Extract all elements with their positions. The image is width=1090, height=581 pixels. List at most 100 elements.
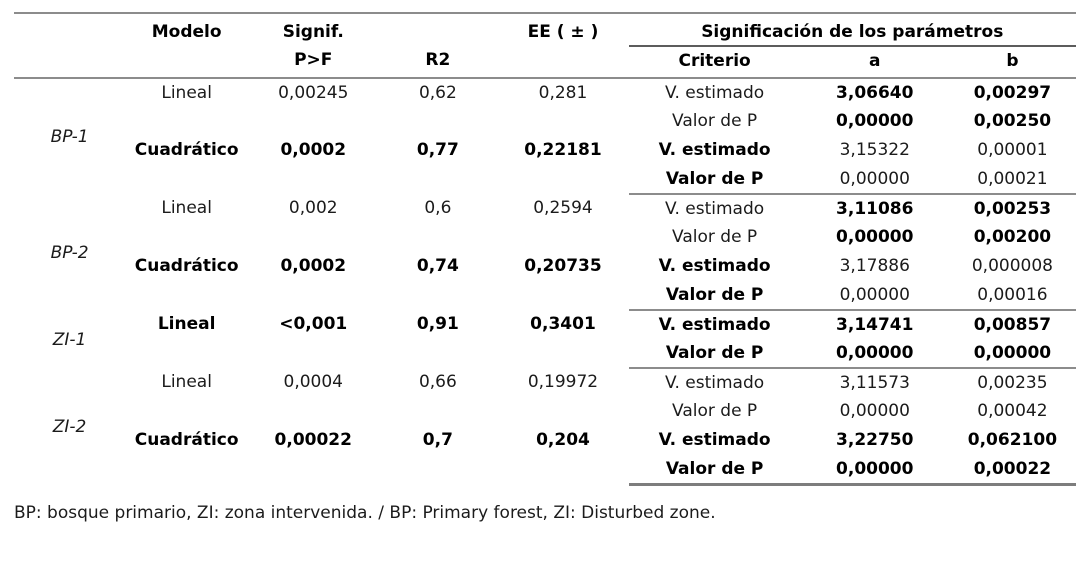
param-a-cell: 3,11573 <box>839 373 910 393</box>
regression-parameters-table: Modelo Signif. EE ( ± ) Significación de… <box>14 12 1076 486</box>
criterio-cell: V. estimado <box>665 373 765 393</box>
header-significacion-group: Significación de los parámetros <box>628 13 1076 47</box>
ee-cell: 0,2594 <box>533 198 593 218</box>
header-r2: R2 <box>378 46 498 79</box>
header-criterio: Criterio <box>628 46 801 79</box>
header-empty-group2 <box>14 46 126 79</box>
signif-pf-cell: 0,00022 <box>274 430 352 450</box>
r2-cell: 0,91 <box>416 314 459 334</box>
r2-cell: 0,77 <box>416 140 459 160</box>
modelo-cell: Cuadrático <box>134 256 239 276</box>
header-signif-line1: Signif. <box>282 22 344 42</box>
param-b-cell: 0,00253 <box>973 199 1052 219</box>
criterio-cell: V. estimado <box>658 140 771 160</box>
table-row: Cuadrático 0,00022 0,7 0,204 V. estimado 3,22… <box>14 426 1076 455</box>
param-b-cell: 0,00042 <box>977 401 1048 421</box>
criterio-cell: V. estimado <box>658 256 771 276</box>
criterio-cell: Valor de P <box>672 227 758 247</box>
param-b-cell: 0,00250 <box>973 111 1052 131</box>
criterio-cell: V. estimado <box>658 315 771 335</box>
ee-cell: 0,22181 <box>524 140 602 160</box>
modelo-cell: Cuadrático <box>134 140 239 160</box>
param-b-cell: 0,00200 <box>973 227 1052 247</box>
param-a-cell: 3,11086 <box>836 199 914 219</box>
signif-pf-cell: 0,0004 <box>283 372 343 392</box>
table-row: Cuadrático 0,0002 0,77 0,22181 V. estimado 3,… <box>14 136 1076 165</box>
param-b-cell: 0,00000 <box>948 339 1076 369</box>
table-body: BP-1 Lineal 0,00245 0,62 0,281 V. estimado 3,0… <box>14 78 1076 486</box>
param-a-cell: 0,00000 <box>839 401 910 421</box>
table-row: ZI-2 Lineal 0,0004 0,66 0,19972 V. estimado 3,… <box>14 368 1076 437</box>
table-row: Valor de P 0,00000 0,00016 <box>14 281 1076 311</box>
param-a-cell: 0,00000 <box>836 227 914 247</box>
signif-pf-cell: 0,00245 <box>278 83 349 103</box>
table-row: Valor de P 0,00000 0,00042 <box>14 397 1076 426</box>
table-row: Valor de P 0,00000 0,00250 <box>14 107 1076 136</box>
r2-cell: 0,66 <box>418 372 457 392</box>
criterio-cell: Valor de P <box>628 281 801 311</box>
ee-cell: 0,204 <box>536 430 590 450</box>
param-b-cell: 0,00235 <box>977 373 1048 393</box>
param-a-cell: 0,00000 <box>836 111 914 131</box>
criterio-cell: Valor de P <box>672 111 758 131</box>
criterio-cell: Valor de P <box>628 455 801 486</box>
group-label: BP-1 <box>50 127 89 147</box>
modelo-cell: Lineal <box>161 372 212 392</box>
page: Modelo Signif. EE ( ± ) Significación de… <box>0 12 1090 581</box>
param-a-cell: 3,15322 <box>839 140 910 160</box>
header-row-1: Modelo Signif. EE ( ± ) Significación de… <box>14 13 1076 47</box>
criterio-cell: Valor de P <box>672 401 758 421</box>
header-row-2: P>F R2 Criterio a b <box>14 46 1076 79</box>
header-empty-modelo <box>125 46 249 79</box>
header-signif-line2: P>F <box>248 46 379 79</box>
param-b-cell: 0,00001 <box>977 140 1048 160</box>
param-b-cell: 0,00297 <box>973 83 1052 103</box>
group-label: BP-2 <box>50 242 89 263</box>
param-a-cell: 0,00000 <box>800 281 949 311</box>
signif-pf-cell: 0,0002 <box>280 256 347 276</box>
table-row: ZI-1 Lineal <0,001 0,91 0,3401 V. estimado 3,1… <box>14 310 1076 350</box>
param-b-cell: 0,00022 <box>948 455 1076 486</box>
param-b-cell: 0,000008 <box>971 256 1053 276</box>
r2-cell: 0,6 <box>424 198 452 218</box>
signif-pf-cell: 0,0002 <box>280 140 347 160</box>
header-empty-group <box>14 13 125 46</box>
table-row: Valor de P 0,00000 0,00021 <box>14 165 1076 195</box>
modelo-cell: Lineal <box>161 83 212 103</box>
criterio-cell: Valor de P <box>628 339 801 369</box>
table-row: Valor de P 0,00000 0,00022 <box>14 455 1076 486</box>
param-a-cell: 3,22750 <box>836 430 914 450</box>
signif-pf-cell: <0,001 <box>279 314 348 334</box>
param-a-cell: 3,17886 <box>839 256 910 276</box>
criterio-cell: V. estimado <box>658 430 771 450</box>
table-row: Cuadrático 0,0002 0,74 0,20735 V. estimado 3,… <box>14 252 1076 281</box>
r2-cell: 0,74 <box>416 256 459 276</box>
table-row: BP-1 Lineal 0,00245 0,62 0,281 V. estimado 3,0… <box>14 78 1076 147</box>
param-b-cell: 0,00021 <box>948 165 1076 195</box>
param-b-cell: 0,00016 <box>948 281 1076 311</box>
ee-cell: 0,20735 <box>524 256 602 276</box>
criterio-cell: V. estimado <box>665 199 765 219</box>
param-a-cell: 0,00000 <box>800 455 949 486</box>
header-b: b <box>948 46 1076 79</box>
r2-cell: 0,7 <box>422 430 453 450</box>
group-label: ZI-2 <box>52 416 87 437</box>
modelo-cell: Lineal <box>161 198 212 218</box>
header-a: a <box>800 46 949 79</box>
ee-cell: 0,281 <box>538 83 588 103</box>
table-row: Valor de P 0,00000 0,00200 <box>14 223 1076 252</box>
param-a-cell: 0,00000 <box>800 339 949 369</box>
table-row: BP-2 Lineal 0,002 0,6 0,2594 V. estimado 3,110… <box>14 194 1076 263</box>
header-modelo: Modelo <box>151 22 222 42</box>
param-a-cell: 3,06640 <box>836 83 914 103</box>
criterio-cell: Valor de P <box>628 165 801 195</box>
modelo-cell: Lineal <box>157 314 216 334</box>
table-footnote: BP: bosque primario, ZI: zona intervenid… <box>14 502 716 523</box>
header-empty-ee <box>497 46 629 79</box>
table-header: Modelo Signif. EE ( ± ) Significación de… <box>14 13 1076 79</box>
r2-cell: 0,62 <box>418 83 457 103</box>
param-b-cell: 0,00857 <box>973 315 1052 335</box>
ee-cell: 0,3401 <box>530 314 596 334</box>
criterio-cell: V. estimado <box>665 83 765 103</box>
group-label: ZI-1 <box>52 329 87 350</box>
